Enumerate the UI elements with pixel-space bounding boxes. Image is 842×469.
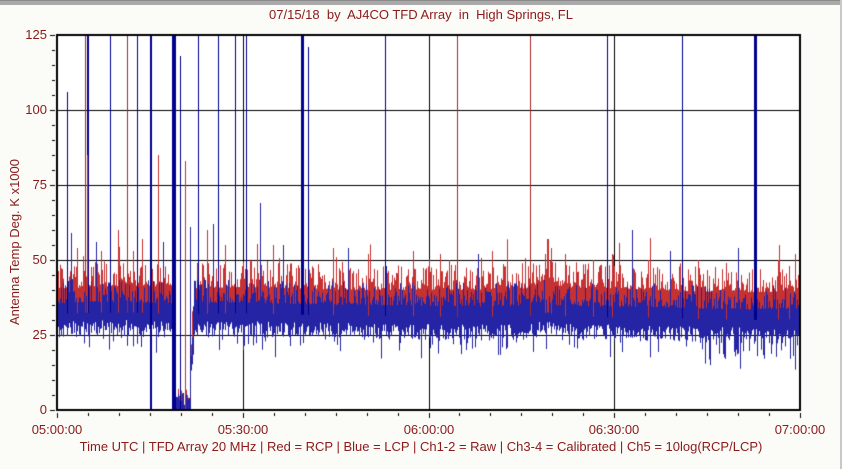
chart-title: 07/15/18 by AJ4CO TFD Array in High Spri… bbox=[269, 7, 573, 22]
x-axis-footer: Time UTC | TFD Array 20 MHz | Red = RCP … bbox=[79, 439, 763, 454]
y-tick-label-125: 125 bbox=[25, 27, 47, 42]
y-axis-title: Antenna Temp Deg. K x1000 bbox=[7, 159, 22, 325]
y-tick-label-50: 50 bbox=[32, 252, 47, 267]
x-tick-label-0600: 06:00:00 bbox=[403, 422, 455, 437]
y-tick-label-75: 75 bbox=[32, 177, 47, 192]
window-right-edge bbox=[840, 0, 842, 469]
y-tick-label-25: 25 bbox=[32, 327, 47, 342]
x-tick-label-0530: 05:30:00 bbox=[217, 422, 269, 437]
x-tick-label-0630: 06:30:00 bbox=[588, 422, 640, 437]
y-tick-label-0: 0 bbox=[39, 402, 47, 417]
y-tick-label-100: 100 bbox=[25, 102, 47, 117]
window-top-edge bbox=[0, 0, 842, 5]
x-tick-label-0700: 07:00:00 bbox=[774, 422, 826, 437]
x-tick-label-0500: 05:00:00 bbox=[31, 422, 83, 437]
